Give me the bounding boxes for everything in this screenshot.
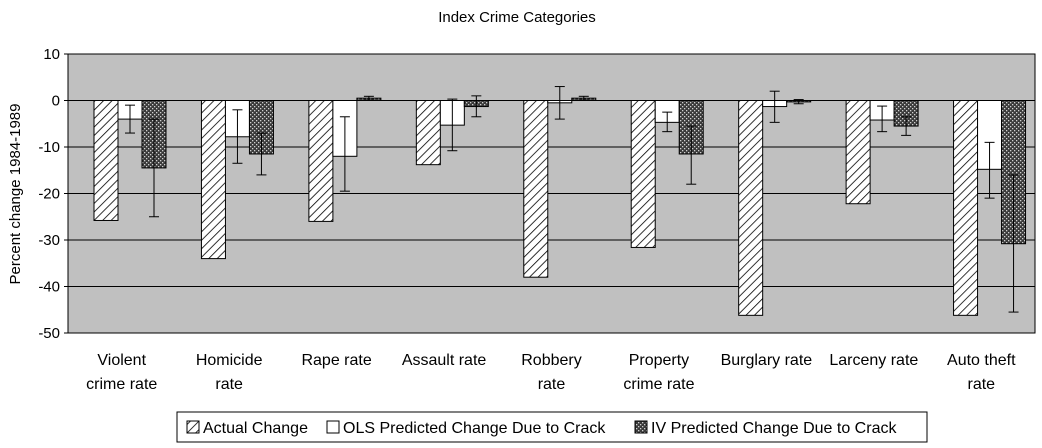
x-category-label: Property crime rate: [623, 352, 694, 393]
bar: [738, 100, 764, 316]
bar: [523, 100, 549, 278]
x-category-label-line: Property: [629, 352, 689, 369]
x-category-label-line: Auto theft: [947, 352, 1016, 369]
x-category-label: Auto theft rate: [947, 352, 1016, 393]
y-tick-label: -30: [38, 232, 60, 249]
bar: [415, 100, 441, 166]
legend-swatch: [634, 420, 648, 434]
bar: [93, 100, 119, 221]
y-tick-label: -40: [38, 279, 60, 296]
x-category-label-line: rate: [538, 376, 566, 393]
bar: [308, 100, 334, 222]
bar: [200, 100, 226, 260]
x-category-label-line: Rape rate: [301, 352, 371, 369]
x-category-label-line: Burglary rate: [721, 352, 813, 369]
x-category-label-line: Violent: [97, 352, 146, 369]
legend-label: IV Predicted Change Due to Crack: [651, 420, 897, 437]
x-category-label: Burglary rate: [721, 352, 813, 369]
legend-swatch: [326, 420, 340, 434]
y-axis-title: Percent change 1984-1989: [7, 104, 24, 285]
bar: [630, 100, 656, 248]
x-category-label: Homicide rate: [196, 352, 263, 393]
legend: Actual Change OLS Predicted Change Due to…: [176, 411, 928, 443]
bar: [845, 100, 871, 205]
legend-swatch: [186, 420, 200, 434]
x-category-label-line: crime rate: [86, 376, 157, 393]
chart-title: Index Crime Categories: [438, 9, 596, 26]
x-category-label: Robbery rate: [521, 352, 581, 393]
x-category-label-line: Larceny rate: [829, 352, 918, 369]
x-category-label: Larceny rate: [829, 352, 918, 369]
legend-box: [176, 411, 928, 443]
x-category-label-line: Robbery: [521, 352, 581, 369]
x-category-label: Rape rate: [301, 352, 371, 369]
bar: [953, 100, 979, 316]
x-category-label: Violent crime rate: [86, 352, 157, 393]
plot-area: 10 0 -10 -20 -30 -40 -50 Violent crime rate Homic…: [38, 46, 1036, 393]
x-category-label-line: Homicide: [196, 352, 263, 369]
x-category-label-line: crime rate: [623, 376, 694, 393]
y-tick-label: -50: [38, 325, 60, 342]
legend-label: OLS Predicted Change Due to Crack: [343, 420, 606, 437]
x-category-label-line: rate: [215, 376, 243, 393]
x-category-label: Assault rate: [402, 352, 487, 369]
legend-label: Actual Change: [203, 420, 308, 437]
bar: [977, 100, 1003, 170]
y-tick-label: -10: [38, 139, 60, 156]
x-category-label-line: rate: [967, 376, 995, 393]
y-tick-label: -20: [38, 186, 60, 203]
x-category-label-line: Assault rate: [402, 352, 487, 369]
y-tick-label: 10: [43, 46, 60, 63]
y-tick-label: 0: [52, 93, 60, 110]
